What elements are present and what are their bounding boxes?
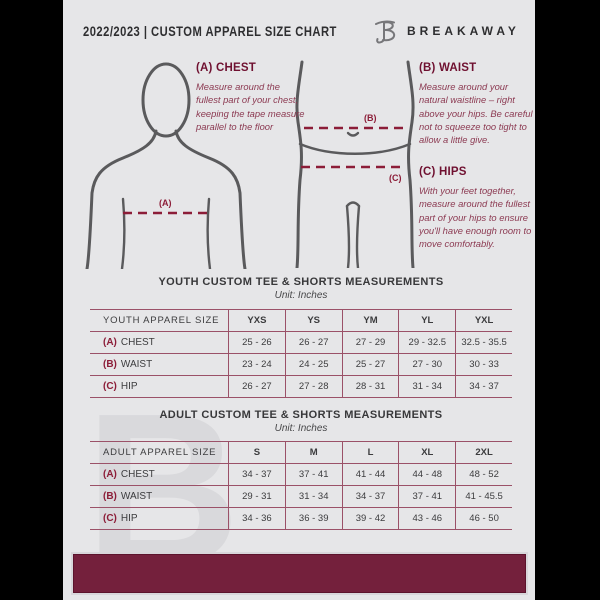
youth-col-yxl: YXL (455, 310, 512, 332)
marker-a: (A) (103, 469, 117, 480)
youth-chest-ys: 26 - 27 (284, 332, 342, 354)
youth-waist-ym: 25 - 27 (341, 354, 399, 376)
youth-hip-yl: 31 - 34 (398, 376, 456, 398)
youth-waist-row-label: (B) WAIST (90, 354, 228, 376)
chest-guide: (A) CHEST Measure around the fullest par… (196, 62, 306, 133)
adult-waist-row-label: (B) WAIST (90, 486, 228, 508)
hips-guide-heading: (C) HIPS (419, 166, 467, 178)
upper-torso-figure: (A) (85, 62, 247, 269)
marker-b: (B) (103, 359, 117, 370)
adult-waist-xl: 37 - 41 (398, 486, 456, 508)
youth-chest-yl: 29 - 32.5 (398, 332, 456, 354)
hips-guide: (C) HIPS With your feet together, measur… (419, 166, 533, 251)
youth-col-ys: YS (284, 310, 342, 332)
adult-hip-s: 34 - 36 (228, 508, 285, 530)
youth-hip-ym: 28 - 31 (341, 376, 399, 398)
brand-name: BREAKAWAY (407, 24, 520, 38)
chest-marker-label: (A) (159, 198, 172, 208)
adult-table-title: ADULT CUSTOM TEE & SHORTS MEASUREMENTS (159, 409, 443, 421)
chest-guide-heading: (A) CHEST (196, 62, 256, 74)
youth-waist-yxs: 23 - 24 (228, 354, 285, 376)
waist-guide-heading: (B) WAIST (419, 62, 477, 74)
adult-waist-l: 34 - 37 (341, 486, 399, 508)
youth-table-title: YOUTH CUSTOM TEE & SHORTS MEASUREMENTS (158, 276, 444, 288)
adult-table-unit: Unit: Inches (274, 423, 328, 434)
marker-a: (A) (103, 337, 117, 348)
adult-hip-row-label: (C) HIP (90, 508, 228, 530)
chest-guide-text: Measure around the fullest part of your … (196, 81, 305, 133)
breakaway-b-logo-icon (375, 20, 396, 44)
waist-guide-text: Measure around your natural waistline – … (419, 81, 533, 146)
adult-col-xl: XL (398, 442, 456, 464)
adult-chest-s: 34 - 37 (228, 464, 285, 486)
youth-header-label: YOUTH APPAREL SIZE (90, 310, 228, 332)
youth-col-ym: YM (341, 310, 399, 332)
adult-waist-2xl: 41 - 45.5 (455, 486, 512, 508)
adult-chest-row-label: (A) CHEST (90, 464, 228, 486)
adult-chest-2xl: 48 - 52 (455, 464, 512, 486)
youth-hip-yxs: 26 - 27 (228, 376, 285, 398)
page-title: 2022/2023 | CUSTOM APPAREL SIZE CHART (83, 23, 337, 39)
adult-col-s: S (228, 442, 285, 464)
adult-chest-xl: 44 - 48 (398, 464, 456, 486)
youth-chest-row-label: (A) CHEST (90, 332, 228, 354)
waist-marker-label: (B) (364, 113, 377, 123)
adult-hip-2xl: 46 - 50 (455, 508, 512, 530)
adult-hip-xl: 43 - 46 (398, 508, 456, 530)
adult-size-table: ADULT APPAREL SIZE S M L XL 2XL (A) CHES… (90, 441, 512, 530)
hips-guide-text: With your feet together, measure around … (419, 185, 532, 250)
adult-waist-m: 31 - 34 (284, 486, 342, 508)
adult-header-label: ADULT APPAREL SIZE (90, 442, 228, 464)
marker-c: (C) (103, 513, 117, 524)
youth-hip-yxl: 34 - 37 (455, 376, 512, 398)
footer-accent-bar (71, 552, 528, 595)
youth-hip-ys: 27 - 28 (284, 376, 342, 398)
adult-waist-s: 29 - 31 (228, 486, 285, 508)
youth-chest-ym: 27 - 29 (341, 332, 399, 354)
adult-col-l: L (341, 442, 399, 464)
marker-b: (B) (103, 491, 117, 502)
brand-lockup: BREAKAWAY (374, 17, 520, 45)
youth-col-yxs: YXS (228, 310, 285, 332)
adult-col-2xl: 2XL (455, 442, 512, 464)
youth-size-table: YOUTH APPAREL SIZE YXS YS YM YL YXL (A) … (90, 309, 512, 398)
youth-hip-row-label: (C) HIP (90, 376, 228, 398)
adult-col-m: M (284, 442, 342, 464)
youth-waist-ys: 24 - 25 (284, 354, 342, 376)
adult-hip-l: 39 - 42 (341, 508, 399, 530)
youth-chest-yxs: 25 - 26 (228, 332, 285, 354)
youth-chest-yxl: 32.5 - 35.5 (455, 332, 512, 354)
adult-chest-l: 41 - 44 (341, 464, 399, 486)
waist-guide: (B) WAIST Measure around your natural wa… (419, 62, 533, 147)
youth-waist-yxl: 30 - 33 (455, 354, 512, 376)
lower-body-figure: (B) (C) (295, 60, 415, 268)
adult-hip-m: 36 - 39 (284, 508, 342, 530)
hip-marker-label: (C) (389, 173, 402, 183)
youth-table-unit: Unit: Inches (274, 290, 328, 301)
youth-waist-yl: 27 - 30 (398, 354, 456, 376)
adult-chest-m: 37 - 41 (284, 464, 342, 486)
youth-col-yl: YL (398, 310, 456, 332)
marker-c: (C) (103, 381, 117, 392)
size-chart-document: 2022/2023 | CUSTOM APPAREL SIZE CHART BR… (63, 0, 535, 600)
